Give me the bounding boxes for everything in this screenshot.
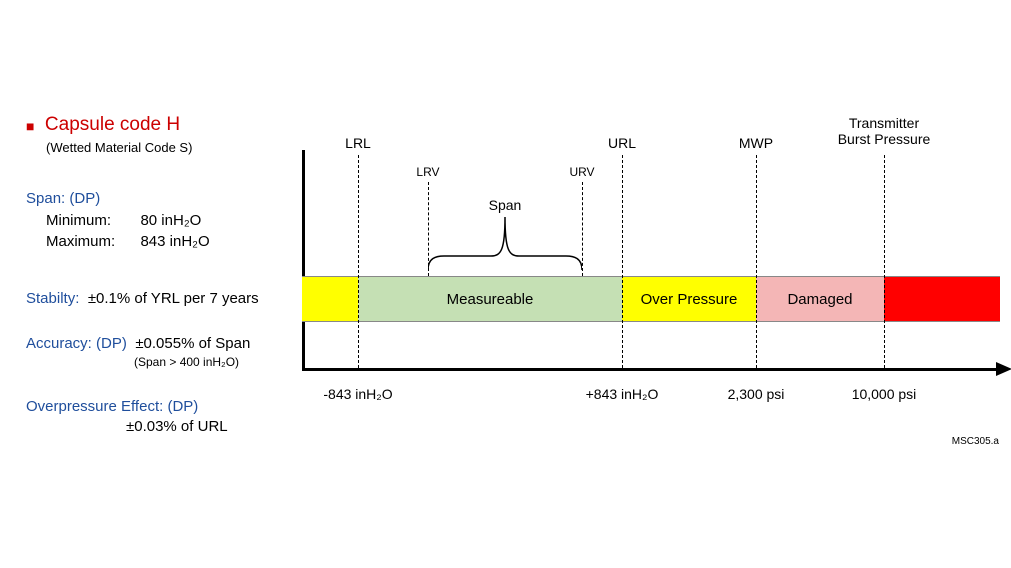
segment: Measureable <box>358 276 622 322</box>
segment <box>302 276 358 322</box>
tick-line <box>884 155 885 368</box>
tick-top-label: Transmitter Burst Pressure <box>824 115 944 147</box>
figure-code: MSC305.a <box>952 436 999 447</box>
span-brace-label: Span <box>480 197 530 213</box>
tick-top-label: MWP <box>696 135 816 151</box>
tick-minor-label: LRV <box>408 165 448 179</box>
tick-bottom-label: +843 inH₂O <box>562 386 682 402</box>
tick-line-minor <box>582 182 583 276</box>
tick-line <box>756 155 757 368</box>
tick-line <box>358 155 359 368</box>
segment <box>884 276 1000 322</box>
x-axis-arrow <box>996 362 1011 376</box>
tick-top-label: URL <box>562 135 682 151</box>
tick-line <box>622 155 623 368</box>
tick-minor-label: URV <box>562 165 602 179</box>
tick-bottom-label: 2,300 psi <box>696 386 816 402</box>
range-chart: MeasureableOver PressureDamaged LRL URL MW… <box>0 0 1011 568</box>
tick-bottom-label: 10,000 psi <box>824 386 944 402</box>
tick-bottom-label: -843 inH₂O <box>298 386 418 402</box>
segment: Over Pressure <box>622 276 756 322</box>
span-brace <box>428 215 582 280</box>
segment: Damaged <box>756 276 884 322</box>
tick-top-label: LRL <box>298 135 418 151</box>
segments-bar: MeasureableOver PressureDamaged <box>0 276 1011 322</box>
x-axis <box>302 368 1000 371</box>
y-axis <box>302 150 305 368</box>
